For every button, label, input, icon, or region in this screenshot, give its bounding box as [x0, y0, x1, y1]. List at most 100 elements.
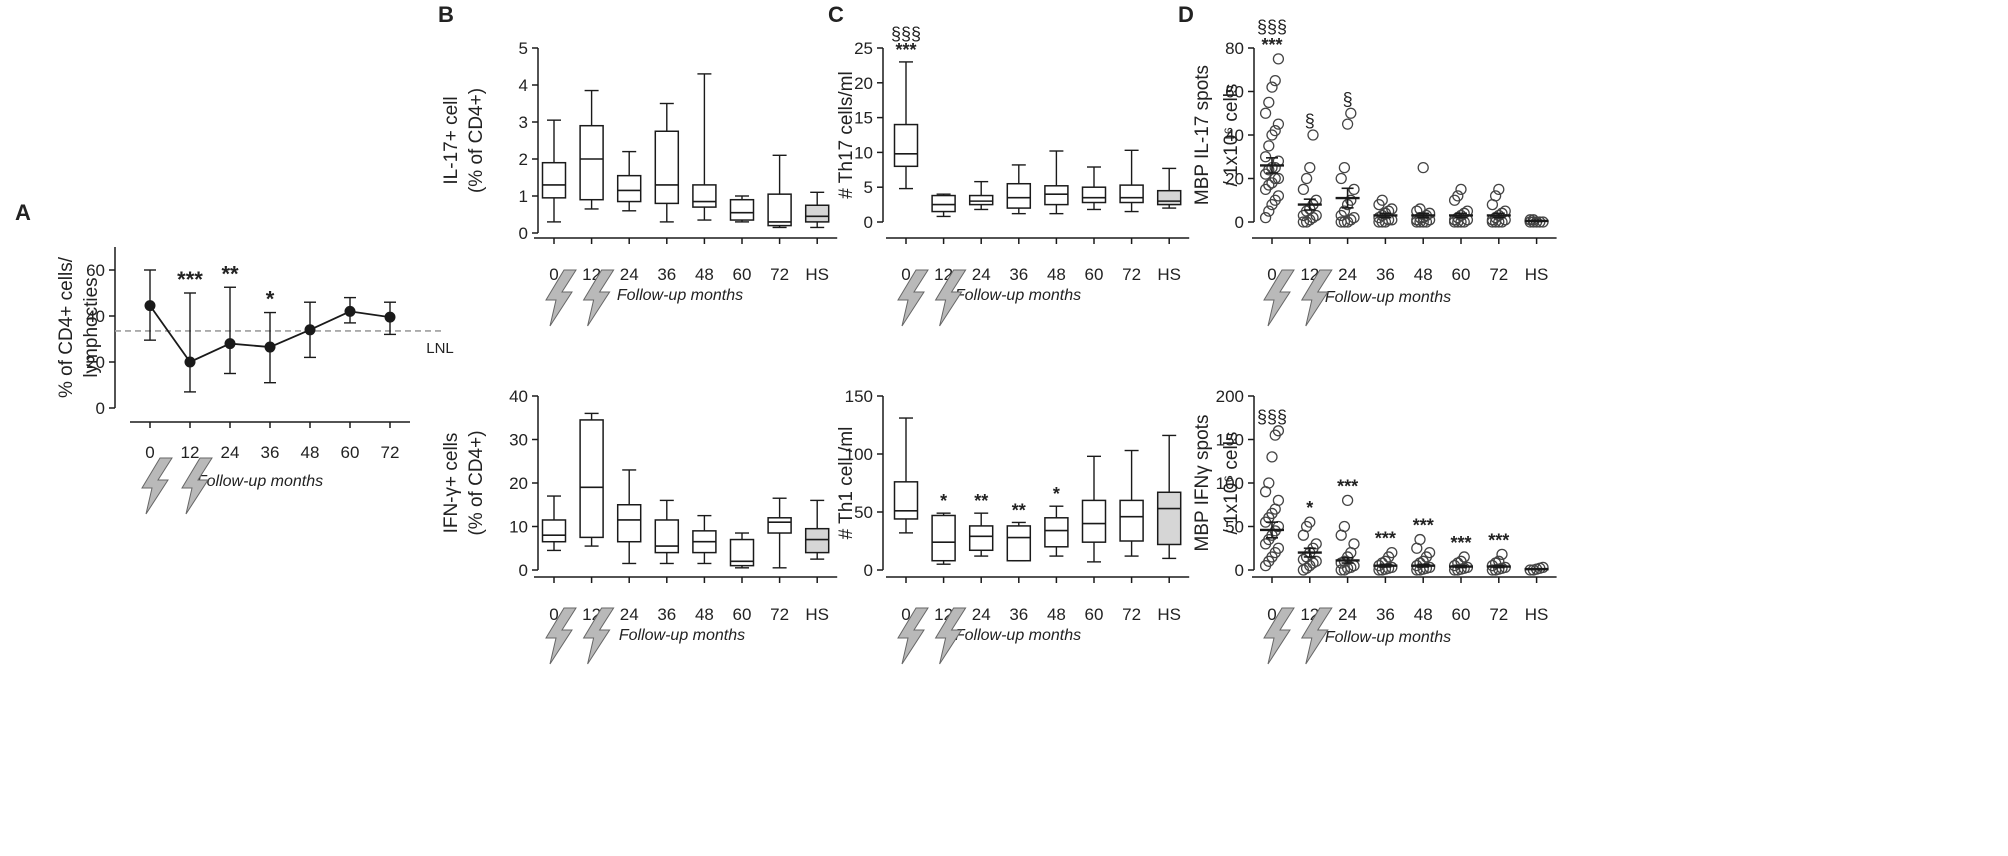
scatter-point — [1338, 161, 1351, 174]
x-tick-label: 72 — [381, 443, 400, 462]
bolt-shape — [545, 607, 577, 665]
scatter-point — [1310, 555, 1322, 567]
x-axis-title: Follow-up months — [955, 627, 1081, 644]
scatter-point — [1345, 194, 1357, 206]
y-tick-label: 20 — [1225, 170, 1244, 189]
data-point — [224, 338, 236, 350]
lightning-bolt-icon — [897, 269, 929, 327]
bolt-shape — [934, 269, 967, 327]
x-tick-label: 36 — [657, 265, 676, 284]
x-tick-label: 24 — [221, 443, 240, 462]
data-point — [344, 305, 356, 317]
lightning-bolt-icon — [934, 607, 967, 665]
y-tick-label: 20 — [854, 74, 873, 93]
data-point — [264, 341, 276, 353]
x-tick-label: HS — [1525, 265, 1549, 284]
x-tick-label: 60 — [1452, 605, 1471, 624]
y-tick-label: 50 — [1225, 518, 1244, 537]
y-tick-label: 15 — [854, 109, 873, 128]
y-tick-label: 0 — [519, 561, 528, 580]
scatter-point — [1259, 151, 1272, 163]
box — [1006, 525, 1032, 562]
lightning-bolt-icon — [1300, 269, 1333, 327]
bolt-shape — [1300, 607, 1333, 665]
y-tick-label: 80 — [1225, 39, 1244, 58]
scatter-point — [1348, 538, 1360, 550]
significance-marker: * — [266, 287, 275, 312]
scatter-point — [1386, 203, 1398, 215]
box — [968, 525, 994, 552]
lightning-bolt-icon — [934, 269, 967, 327]
x-axis-title: Follow-up months — [197, 473, 323, 490]
significance-marker: ** — [974, 491, 988, 511]
y-tick-label: 40 — [86, 307, 105, 326]
y-tick-label: 0 — [1235, 561, 1244, 580]
y-tick-label: 5 — [519, 39, 528, 58]
scatter-point — [1348, 560, 1360, 572]
x-tick-label: 72 — [1489, 265, 1508, 284]
scatter-point — [1263, 140, 1275, 152]
x-tick-label: HS — [805, 265, 829, 284]
scatter-point — [1304, 516, 1316, 528]
box — [1156, 491, 1182, 546]
box — [1044, 517, 1069, 548]
y-axis-label: (% of CD4+) — [466, 88, 487, 193]
significance-marker: ** — [1012, 500, 1026, 520]
x-tick-label: 48 — [1414, 265, 1433, 284]
scatter-point — [1348, 211, 1360, 224]
scatter-point — [1263, 96, 1275, 109]
significance-marker: § — [1343, 89, 1353, 109]
significance-marker: *** — [1488, 530, 1509, 550]
y-tick-label: 25 — [854, 39, 873, 58]
x-tick-label: 60 — [1085, 265, 1104, 284]
y-tick-label: 10 — [509, 518, 528, 537]
x-tick-label: 36 — [657, 605, 676, 624]
box — [1081, 499, 1107, 543]
y-tick-label: 60 — [1225, 83, 1244, 102]
scatter-point — [1423, 546, 1436, 559]
y-axis-label: (% of CD4+) — [466, 430, 487, 535]
y-axis-label: IL-17+ cell — [441, 96, 462, 184]
scatter-point — [1338, 216, 1351, 228]
x-axis-title: Follow-up months — [955, 287, 1081, 304]
y-tick-label: 20 — [86, 353, 105, 372]
panel-A: A 0 20 40 60 % of CD4+ cells/lymphocties 0 12 24… — [15, 200, 454, 490]
panel-label: D — [1178, 2, 1194, 27]
x-tick-label: 24 — [1338, 265, 1357, 284]
y-axis-label: IFN-γ+ cells — [441, 433, 462, 534]
data-point — [304, 324, 316, 336]
bolt-shape — [582, 607, 615, 665]
x-tick-label: 0 — [549, 605, 558, 624]
x-tick-label: 0 — [145, 443, 154, 462]
x-tick-label: 0 — [549, 265, 558, 284]
x-axis-title: Follow-up months — [617, 287, 743, 304]
bolt-shape — [897, 269, 929, 327]
x-tick-label: 12 — [181, 443, 200, 462]
x-tick-label: 36 — [1009, 605, 1028, 624]
box — [1119, 184, 1144, 204]
y-tick-label: 50 — [854, 503, 873, 522]
significance-marker: §§§ — [1257, 17, 1287, 37]
y-axis-label: MBP IL-17 spots — [1192, 65, 1213, 205]
box — [1006, 182, 1032, 209]
scatter-point — [1489, 190, 1502, 202]
y-tick-label: 150 — [1216, 431, 1244, 450]
scatter-point — [1272, 425, 1285, 437]
y-tick-label: 100 — [845, 445, 873, 464]
scatter-point — [1263, 477, 1275, 489]
scatter-point — [1266, 451, 1278, 463]
scatter-point — [1335, 172, 1347, 185]
bolt-shape — [582, 269, 615, 327]
scatter-point — [1263, 179, 1275, 191]
scatter-point — [1414, 533, 1426, 546]
scatter-point — [1272, 118, 1285, 130]
y-axis-label: % of CD4+ cells/ — [56, 256, 77, 398]
significance-marker: §§§ — [1257, 407, 1287, 427]
y-tick-label: 20 — [509, 474, 528, 493]
x-tick-label: 48 — [1414, 605, 1433, 624]
scatter-point — [1297, 183, 1310, 196]
significance-marker: * — [1053, 484, 1060, 504]
bolt-shape — [141, 457, 173, 515]
